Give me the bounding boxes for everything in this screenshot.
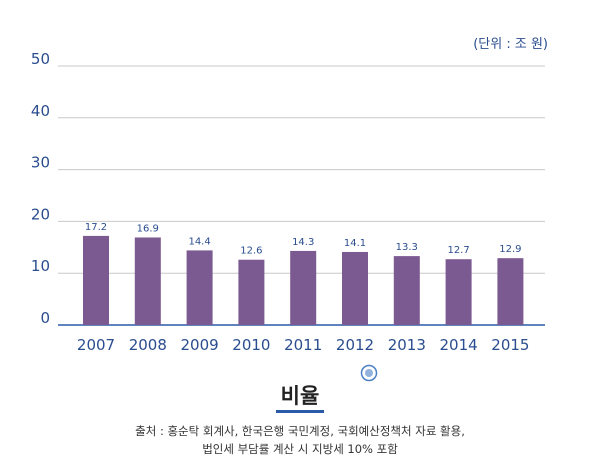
bar-2011 — [290, 250, 317, 325]
bar-2010 — [238, 259, 265, 325]
data-label-2015: 12.9 — [499, 244, 521, 255]
x-tick-label-2015: 2015 — [491, 336, 529, 354]
y-tick-label: 50 — [31, 50, 50, 68]
y-axis-ticks: 0 10 20 30 40 50 — [31, 50, 50, 327]
title-underline — [276, 410, 324, 413]
unit-note: (단위 : 조 원) — [473, 37, 548, 52]
data-labels: 17.2 16.9 14.4 12.6 14.3 14.1 13.3 12.7 12.9 — [85, 222, 522, 257]
bar-2015 — [497, 258, 524, 325]
x-tick-label-2008: 2008 — [129, 336, 167, 354]
y-tick-label: 30 — [31, 154, 50, 172]
x-axis-ticks: 2007 2008 2009 2010 2011 2012 2013 2014 2015 — [77, 336, 530, 354]
bar-chart: 0 10 20 30 40 50 17.2 16.9 14.4 12.6 14.3 14.1 13.3… — [31, 50, 545, 354]
bar-2007 — [83, 235, 109, 325]
x-tick-label-2009: 2009 — [181, 336, 219, 354]
y-tick-label: 40 — [31, 102, 50, 120]
data-label-2007: 17.2 — [85, 222, 107, 233]
bars — [83, 235, 524, 325]
footer-title: 비율 — [280, 384, 320, 408]
x-tick-label-2012: 2012 — [336, 336, 374, 354]
bar-2014 — [445, 259, 472, 325]
source-line-1: 출처 : 홍순탁 회계사, 한국은행 국민계정, 국회예산정책처 자료 활용, — [135, 424, 465, 438]
data-label-2009: 14.4 — [188, 236, 210, 247]
data-label-2010: 12.6 — [240, 246, 262, 257]
data-label-2012: 14.1 — [344, 238, 366, 249]
y-tick-label: 10 — [31, 257, 50, 275]
y-tick-label: 0 — [40, 309, 50, 327]
bar-2009 — [186, 250, 213, 325]
x-tick-label-2007: 2007 — [77, 336, 115, 354]
y-tick-label: 20 — [31, 205, 50, 223]
data-label-2013: 13.3 — [396, 242, 418, 253]
x-tick-label-2011: 2011 — [284, 336, 322, 354]
source-line-2: 법인세 부담률 계산 시 지방세 10% 포함 — [202, 442, 398, 456]
data-label-2008: 16.9 — [137, 223, 159, 234]
data-label-2011: 14.3 — [292, 237, 314, 248]
bar-2013 — [393, 256, 420, 325]
x-tick-label-2010: 2010 — [232, 336, 270, 354]
x-tick-label-2014: 2014 — [440, 336, 478, 354]
logo-icon — [360, 364, 378, 382]
bar-2012 — [342, 251, 368, 325]
data-label-2014: 12.7 — [447, 245, 469, 256]
x-tick-label-2013: 2013 — [388, 336, 426, 354]
bar-2008 — [134, 237, 161, 325]
